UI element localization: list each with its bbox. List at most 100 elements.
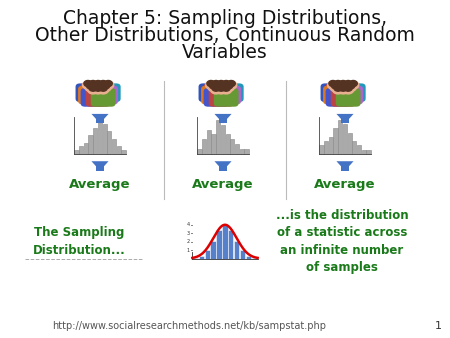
Text: The Sampling
Distribution...: The Sampling Distribution... [32,226,125,257]
Circle shape [98,86,108,94]
FancyBboxPatch shape [203,83,229,102]
Circle shape [349,80,357,87]
Bar [216,230,221,259]
Bar [117,146,121,154]
Circle shape [215,83,223,89]
Bar [252,258,257,259]
Circle shape [88,81,99,89]
Bar [207,130,211,154]
Bar [211,241,216,259]
Bar [240,250,245,259]
Circle shape [338,86,349,94]
Circle shape [343,81,354,89]
Bar [122,150,126,154]
FancyBboxPatch shape [78,86,103,104]
Circle shape [208,83,219,92]
Bar [228,230,234,259]
Text: http://www.socialresearchmethods.net/kb/sampstat.php: http://www.socialresearchmethods.net/kb/… [52,321,326,331]
Circle shape [211,81,221,89]
Polygon shape [215,114,232,123]
FancyBboxPatch shape [214,88,239,107]
Circle shape [104,80,112,87]
Circle shape [209,83,217,89]
Bar [98,120,102,154]
Polygon shape [215,161,232,171]
Circle shape [333,86,343,94]
Bar [74,150,78,154]
Bar [230,139,234,154]
Polygon shape [91,161,108,171]
Circle shape [344,80,352,87]
Circle shape [89,80,97,87]
Bar [103,124,107,154]
Polygon shape [337,114,354,123]
Bar [220,116,227,123]
Bar [112,139,116,154]
Circle shape [103,81,114,89]
Bar [220,163,227,171]
Bar [329,137,333,154]
FancyBboxPatch shape [214,83,239,102]
FancyBboxPatch shape [91,83,116,102]
Circle shape [334,85,342,91]
Bar [198,256,204,259]
Circle shape [84,80,92,87]
Bar [338,120,342,154]
Text: 2: 2 [187,239,190,244]
Circle shape [85,83,96,92]
Bar [93,127,97,154]
FancyBboxPatch shape [336,88,360,107]
Bar [221,125,225,154]
Bar [202,139,206,154]
Circle shape [86,83,94,89]
Circle shape [207,80,215,87]
FancyBboxPatch shape [93,86,118,104]
FancyBboxPatch shape [333,86,358,104]
FancyBboxPatch shape [326,88,351,107]
Circle shape [82,81,94,89]
Circle shape [225,83,233,89]
Circle shape [102,83,110,89]
Text: 3: 3 [187,231,190,236]
Circle shape [333,81,343,89]
FancyBboxPatch shape [219,83,243,102]
Circle shape [339,85,347,91]
Circle shape [226,81,237,89]
Circle shape [95,83,106,92]
Circle shape [222,85,230,91]
Bar [244,149,248,154]
FancyBboxPatch shape [341,83,366,102]
Text: Average: Average [314,178,376,191]
FancyBboxPatch shape [81,83,105,102]
Circle shape [343,86,354,94]
Circle shape [216,81,226,89]
Circle shape [227,80,235,87]
Bar [343,124,347,154]
Bar [366,150,370,154]
Circle shape [220,86,232,94]
Circle shape [328,81,338,89]
Bar [235,144,239,154]
Bar [216,120,220,154]
FancyBboxPatch shape [83,86,108,104]
Text: Other Distributions, Continuous Random: Other Distributions, Continuous Random [35,26,415,45]
Circle shape [93,86,104,94]
Circle shape [94,80,102,87]
FancyBboxPatch shape [81,88,105,107]
Circle shape [222,80,230,87]
Circle shape [337,83,345,89]
Circle shape [90,83,101,92]
FancyBboxPatch shape [331,88,356,107]
Circle shape [100,83,111,92]
Text: Average: Average [192,178,254,191]
Circle shape [332,83,340,89]
Circle shape [345,83,356,92]
Bar [84,143,88,154]
Circle shape [99,80,107,87]
Bar [246,256,251,259]
Bar [205,250,210,259]
FancyBboxPatch shape [96,83,121,102]
Circle shape [213,83,224,92]
Circle shape [212,80,220,87]
Circle shape [329,80,337,87]
